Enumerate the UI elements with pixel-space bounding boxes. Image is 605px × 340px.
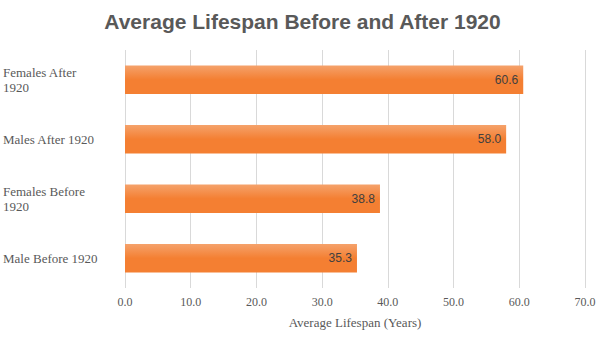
svg-text:Females After: Females After: [3, 65, 80, 80]
svg-text:Males After 1920: Males After 1920: [3, 132, 94, 147]
svg-text:50.0: 50.0: [443, 295, 464, 309]
svg-text:Females Before: Females Before: [3, 184, 88, 199]
svg-text:Average Lifespan (Years): Average Lifespan (Years): [289, 315, 422, 330]
svg-text:Average Lifespan Before and Af: Average Lifespan Before and After 1920: [104, 10, 500, 33]
svg-text:10.0: 10.0: [180, 295, 201, 309]
svg-text:0.0: 0.0: [118, 295, 133, 309]
svg-text:40.0: 40.0: [377, 295, 398, 309]
svg-text:60.0: 60.0: [509, 295, 530, 309]
svg-text:35.3: 35.3: [329, 251, 353, 265]
svg-text:60.6: 60.6: [495, 73, 519, 87]
svg-text:38.8: 38.8: [352, 192, 376, 206]
svg-text:1920: 1920: [3, 80, 29, 95]
svg-text:20.0: 20.0: [246, 295, 267, 309]
svg-text:1920: 1920: [3, 199, 29, 214]
svg-text:70.0: 70.0: [575, 295, 596, 309]
svg-text:58.0: 58.0: [478, 132, 502, 146]
svg-text:Male Before 1920: Male Before 1920: [3, 251, 98, 266]
svg-text:30.0: 30.0: [312, 295, 333, 309]
